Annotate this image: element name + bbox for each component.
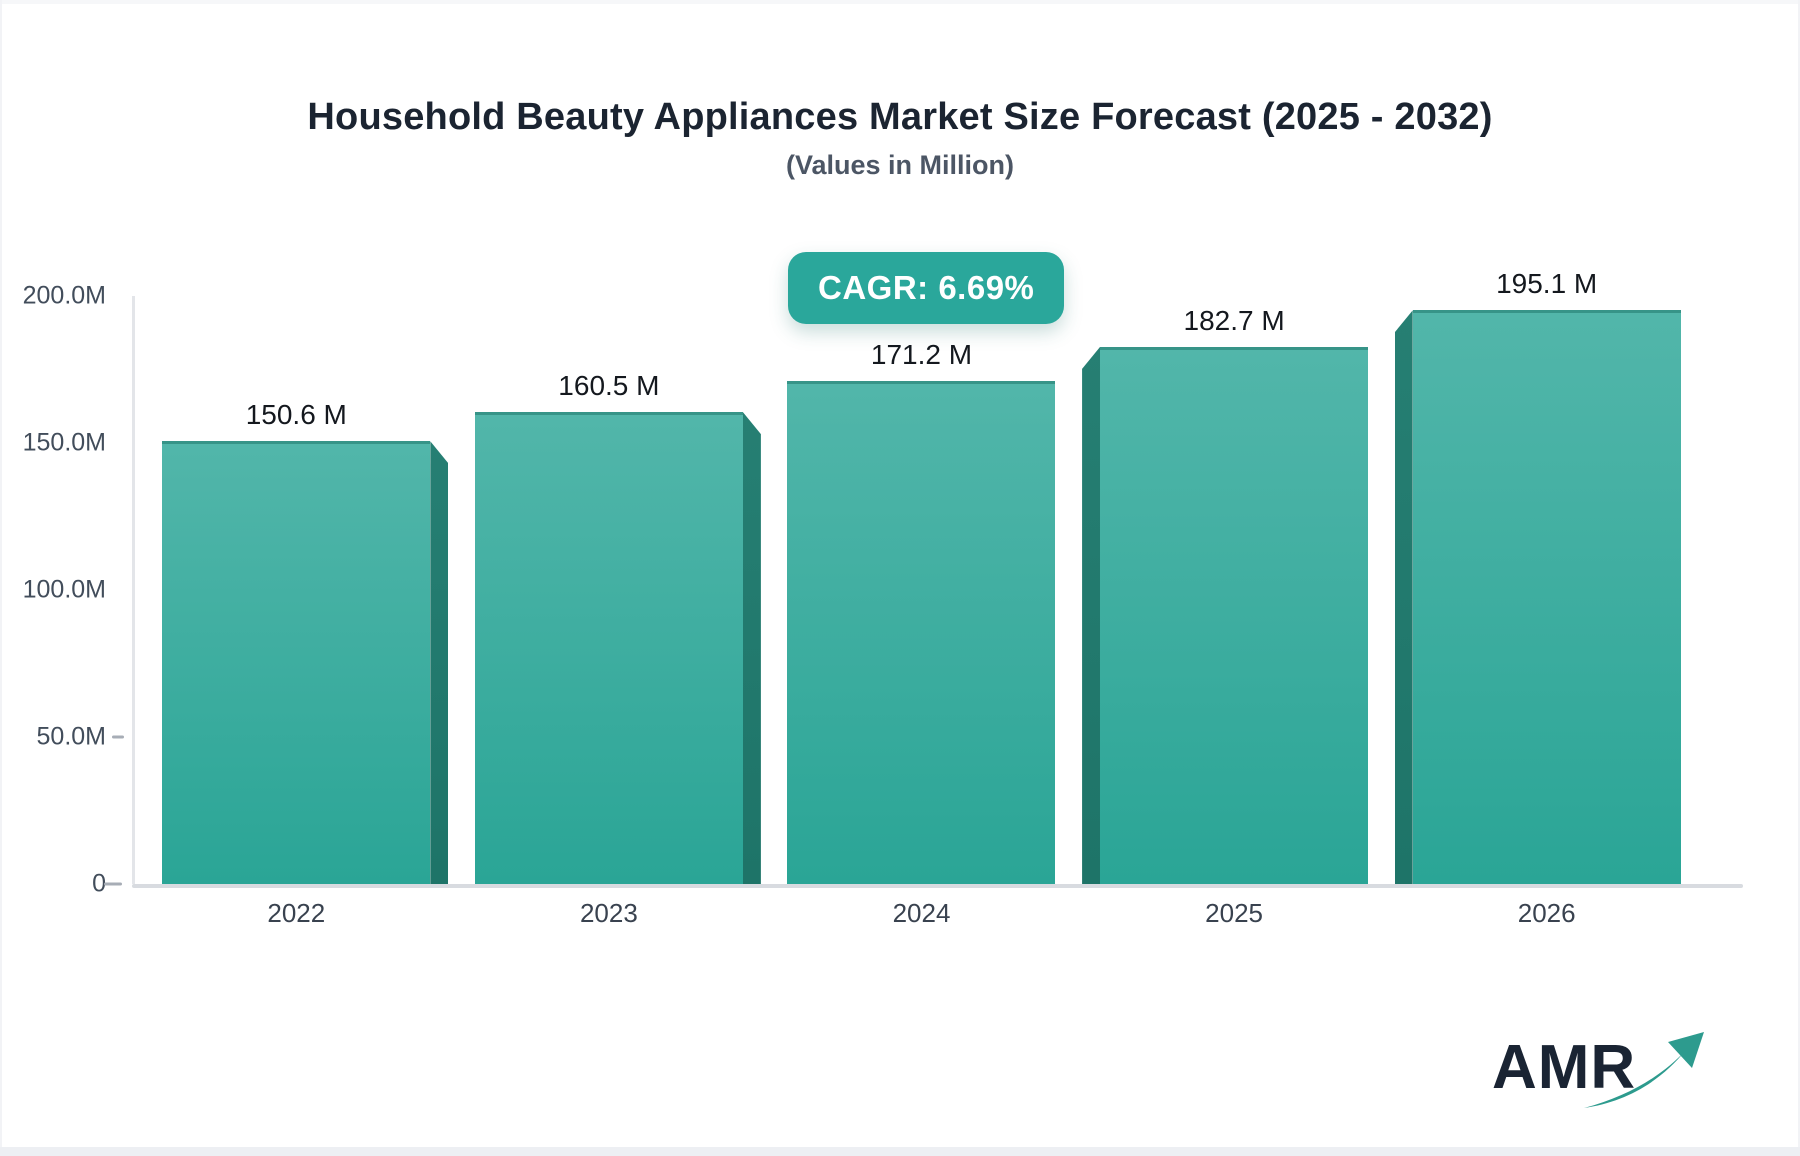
chart-subtitle: (Values in Million) xyxy=(785,150,1015,180)
bar-group-2022: 150.6 M 2022 xyxy=(140,296,453,928)
x-axis-label: 2025 xyxy=(1205,898,1263,928)
bottom-border xyxy=(0,1147,1800,1156)
bar-group-2023: 160.5 M 2023 xyxy=(453,296,766,928)
bar-2025: 182.7 M xyxy=(1100,305,1369,884)
x-axis-label: 2023 xyxy=(579,898,638,928)
bar-value-label: 160.5 M xyxy=(558,370,660,402)
bar-group-2025: 182.7 M 2025 xyxy=(1078,296,1391,928)
y-axis-line xyxy=(132,296,135,884)
top-border xyxy=(0,0,1800,4)
y-tick-label: 150.0M xyxy=(22,428,106,457)
left-border xyxy=(0,0,2,1156)
x-axis-label: 2024 xyxy=(892,898,951,928)
amr-logo: AMR xyxy=(1492,1032,1704,1122)
y-tick-label: 100.0M xyxy=(22,575,106,604)
bar-value-label: 171.2 M xyxy=(870,338,973,370)
x-axis-label: 2022 xyxy=(267,898,326,928)
bar-2022: 150.6 M xyxy=(162,399,431,884)
plot-area: 150.6 M 2022 160.5 M 2023 171.2 M 2024 1… xyxy=(132,268,1743,928)
y-tick-mark xyxy=(104,882,122,886)
y-tick-label: 200.0M xyxy=(22,281,106,310)
y-tick-label: 0 xyxy=(92,869,106,898)
bar-2024: 171.2 M xyxy=(787,339,1056,884)
amr-logo-text: AMR xyxy=(1492,1033,1637,1102)
bar-value-label: 195.1 M xyxy=(1496,268,1598,300)
cagr-badge: CAGR: 6.69% xyxy=(788,252,1065,324)
bar-value-label: 150.6 M xyxy=(245,399,347,431)
bar-group-2026: 195.1 M 2026 xyxy=(1390,268,1703,928)
right-border xyxy=(1798,0,1800,1156)
y-axis: 200.0M 150.0M 100.0M 50.0M 0 xyxy=(10,282,124,898)
bar-2026: 195.1 M xyxy=(1412,268,1681,884)
y-tick-label: 50.0M xyxy=(36,722,106,751)
x-axis-label: 2026 xyxy=(1517,898,1576,928)
chart-title: Household Beauty Appliances Market Size … xyxy=(307,96,1493,138)
x-axis-line xyxy=(132,884,1743,888)
growth-arrow-icon xyxy=(1584,1032,1704,1108)
bar-2023: 160.5 M xyxy=(474,370,743,884)
bar-value-label: 182.7 M xyxy=(1183,304,1285,336)
y-tick-mark xyxy=(112,735,124,739)
bar-group-2024: 171.2 M 2024 xyxy=(765,296,1078,928)
